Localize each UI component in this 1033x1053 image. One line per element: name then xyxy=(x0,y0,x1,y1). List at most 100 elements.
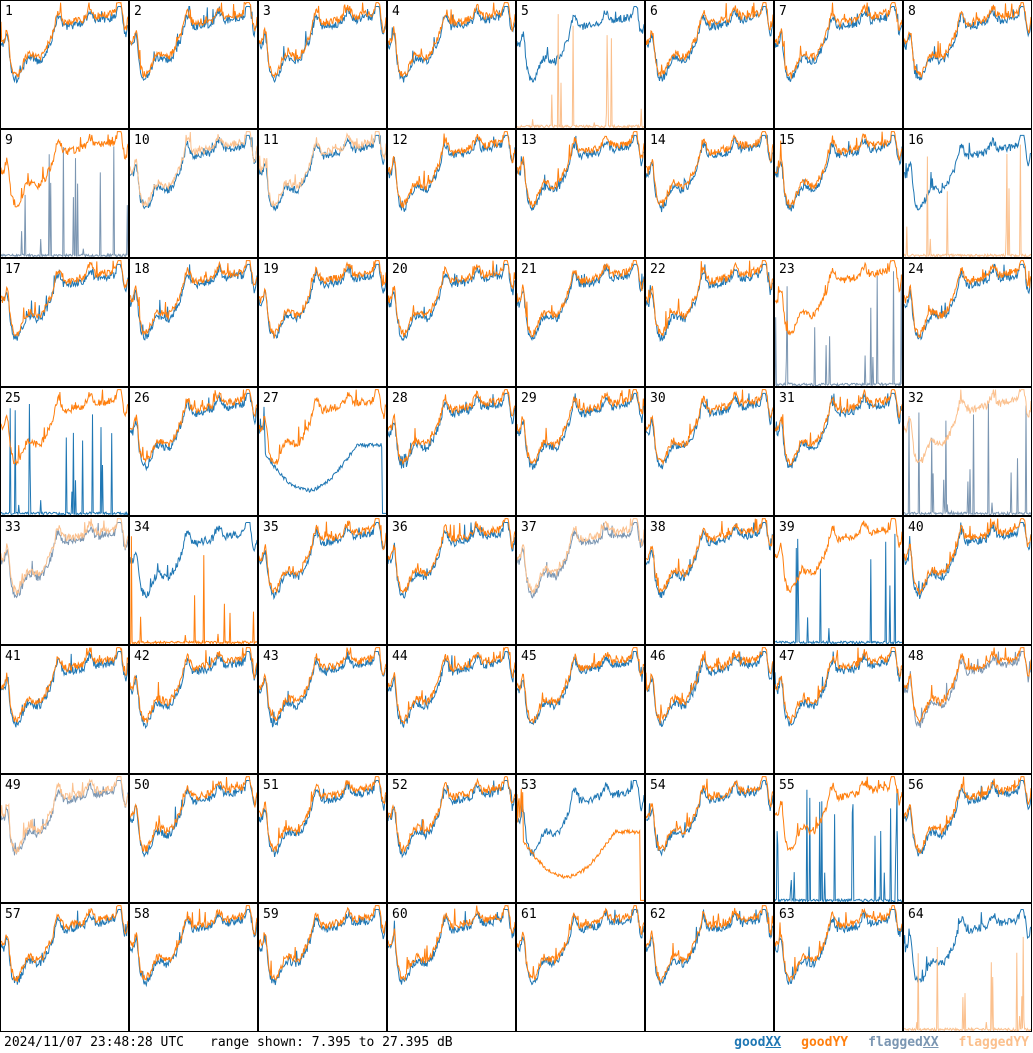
panel-43: 43 xyxy=(258,645,387,774)
panel-24-frame xyxy=(903,258,1032,387)
panel-39-xx-line xyxy=(775,533,903,645)
panel-16: 16 xyxy=(903,129,1032,259)
panel-7-yy-line xyxy=(774,2,903,79)
panel-21: 21 xyxy=(516,258,645,387)
panel-25-frame xyxy=(0,387,129,516)
panel-30-label: 30 xyxy=(650,391,666,406)
panel-15-frame xyxy=(774,129,903,258)
panel-38: 38 xyxy=(645,516,774,645)
panel-61-label: 61 xyxy=(521,907,537,922)
panel-19-label: 19 xyxy=(263,262,279,277)
panel-8-label: 8 xyxy=(908,4,916,19)
panel-41: 41 xyxy=(0,645,129,774)
panel-16-label: 16 xyxy=(908,133,924,148)
panel-48-frame xyxy=(903,645,1032,774)
panel-47-frame xyxy=(774,645,903,774)
panel-25: 25 xyxy=(0,387,129,517)
panel-31-label: 31 xyxy=(779,391,795,406)
panel-3-xx-line xyxy=(258,6,387,84)
panel-33-label: 33 xyxy=(5,520,21,535)
panel-2-frame xyxy=(129,0,258,129)
panel-55-yy-line xyxy=(774,776,903,852)
panel-54-label: 54 xyxy=(650,778,666,793)
panel-57-frame xyxy=(0,903,129,1032)
panel-38-yy-line xyxy=(646,517,774,593)
legend-good-yy-word: good xyxy=(801,1035,833,1050)
panel-45-xx-line xyxy=(516,651,645,726)
panel-2-label: 2 xyxy=(134,4,142,19)
panel-63-label: 63 xyxy=(779,907,795,922)
panel-59-yy-line xyxy=(258,905,387,981)
panel-54-frame xyxy=(645,774,774,903)
panel-21-xx-line xyxy=(516,263,645,342)
panel-26-label: 26 xyxy=(134,391,150,406)
panel-50-yy-line xyxy=(129,775,258,852)
panel-50: 50 xyxy=(129,774,258,903)
panel-53: 53 xyxy=(516,774,645,903)
panel-13-frame xyxy=(516,129,645,258)
panel-25-yy-line xyxy=(0,389,129,466)
panel-29-yy-line xyxy=(516,389,645,465)
panel-34: 34 xyxy=(129,516,258,646)
panel-35-xx-line xyxy=(258,522,387,601)
panel-24-xx-line xyxy=(903,263,1032,341)
panel-31-yy-line xyxy=(774,389,903,467)
legend-good-xx-pol: XX xyxy=(765,1035,782,1050)
panel-48-yy-line xyxy=(903,647,1032,724)
panel-57-label: 57 xyxy=(5,907,21,922)
legend-flagged-yy: flagged YY xyxy=(959,1033,1029,1053)
panel-16-yy-line xyxy=(903,144,1032,259)
panel-13-label: 13 xyxy=(521,133,537,148)
panel-45: 45 xyxy=(516,645,645,774)
panel-8-yy-line xyxy=(903,2,1032,78)
legend-flagged-yy-pol: YY xyxy=(1013,1035,1029,1050)
panel-44-yy-line xyxy=(387,647,516,725)
panel-5-label: 5 xyxy=(521,4,529,19)
panel-12-yy-line xyxy=(387,131,516,209)
panel-49-frame xyxy=(0,774,129,903)
panel-14: 14 xyxy=(645,129,774,258)
panel-21-label: 21 xyxy=(521,262,537,277)
panel-19-frame xyxy=(258,258,387,387)
panel-9: 9 xyxy=(0,129,129,259)
panel-42-yy-line xyxy=(129,647,258,724)
panel-24-label: 24 xyxy=(908,262,924,277)
panel-32: 32 xyxy=(903,387,1032,517)
panel-13-yy-line xyxy=(516,131,645,209)
panel-63-frame xyxy=(774,903,903,1032)
panel-12-xx-line xyxy=(387,134,516,212)
panel-37-frame xyxy=(516,516,645,645)
panel-9-frame xyxy=(0,129,129,258)
panel-54: 54 xyxy=(645,774,774,903)
panel-6: 6 xyxy=(645,0,774,129)
panel-58: 58 xyxy=(129,903,258,1032)
panel-11: 11 xyxy=(258,129,387,258)
panel-58-frame xyxy=(129,903,258,1032)
panel-19-yy-line xyxy=(258,259,387,340)
panel-48-label: 48 xyxy=(908,649,924,664)
panel-28-frame xyxy=(387,387,516,516)
panel-17-frame xyxy=(0,258,129,387)
panel-27-frame xyxy=(258,387,387,516)
panel-28: 28 xyxy=(387,387,516,516)
panel-4-yy-line xyxy=(387,2,516,78)
panel-35: 35 xyxy=(258,516,387,645)
panel-44-xx-line xyxy=(387,650,516,729)
panel-28-xx-line xyxy=(387,392,516,469)
panel-55: 55 xyxy=(774,774,903,904)
panel-39-frame xyxy=(774,516,903,645)
panel-5-yy-line xyxy=(516,14,645,130)
panel-20: 20 xyxy=(387,258,516,387)
panel-8-frame xyxy=(903,0,1032,129)
panel-33-frame xyxy=(0,516,129,645)
panel-39: 39 xyxy=(774,516,903,645)
panel-36: 36 xyxy=(387,516,516,645)
panel-61-frame xyxy=(516,903,645,1032)
panel-29: 29 xyxy=(516,387,645,516)
panel-15-yy-line xyxy=(774,131,903,209)
panel-62-label: 62 xyxy=(650,907,666,922)
panel-2: 2 xyxy=(129,0,258,129)
panel-39-label: 39 xyxy=(779,520,795,535)
panel-23: 23 xyxy=(774,258,903,387)
panel-44: 44 xyxy=(387,645,516,774)
